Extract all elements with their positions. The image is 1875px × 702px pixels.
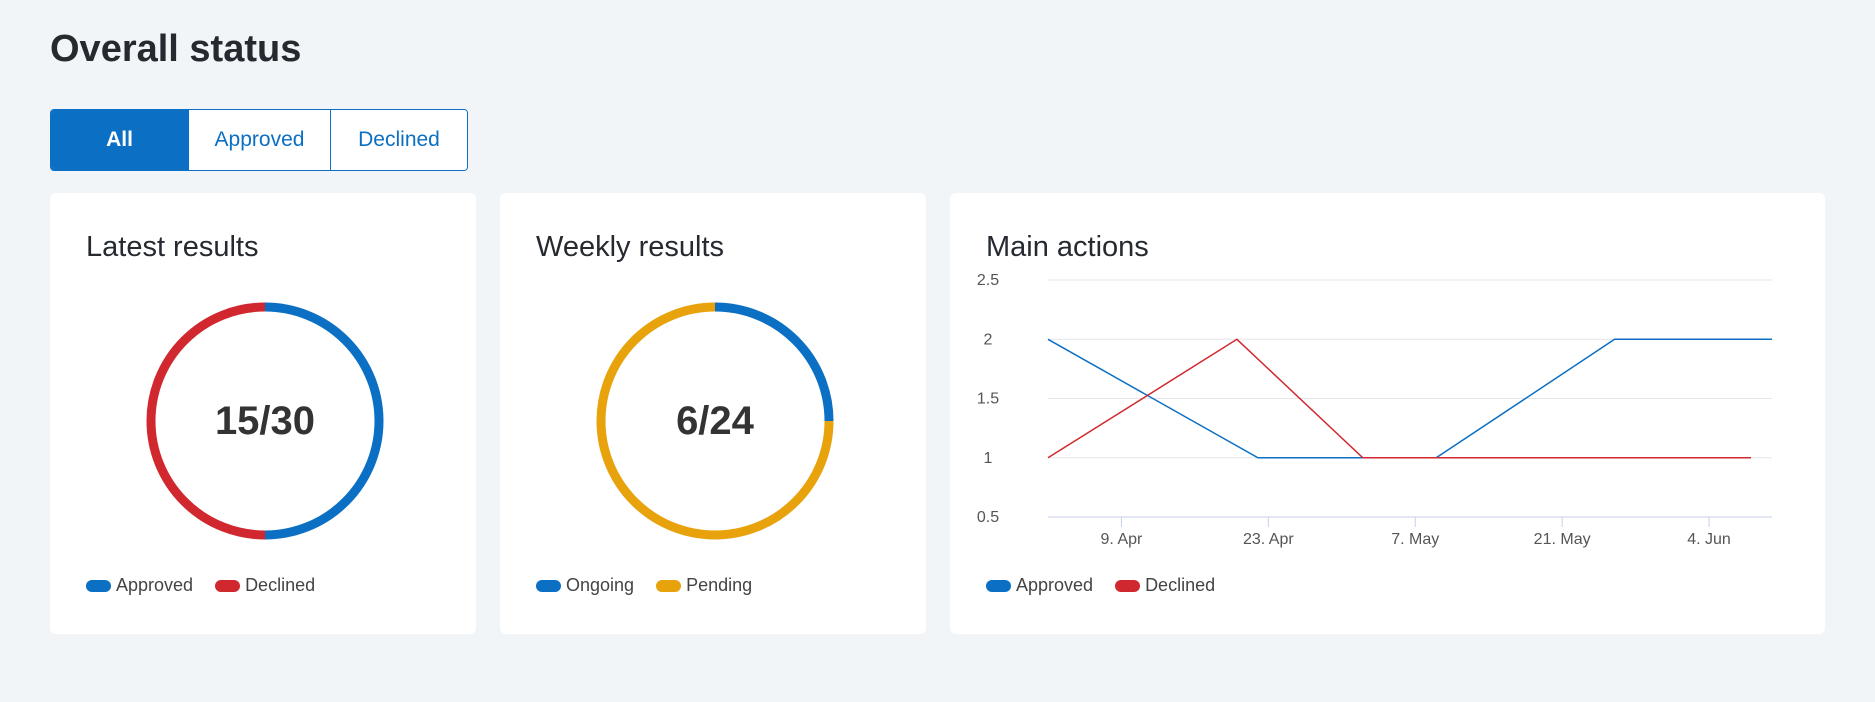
legend-swatch-declined [1115,579,1141,592]
y-tick-label: 1 [984,450,993,467]
legend-item-pending[interactable]: Pending [656,575,752,596]
donut-segment-approved[interactable] [264,302,384,540]
weekly-results-title: Weekly results [536,231,725,263]
legend-label: Approved [1016,575,1094,595]
legend-swatch-approved [86,579,111,592]
legend-item-approved[interactable]: Approved [86,575,193,596]
weekly-results-card: Weekly results 6/24 Ongoing Pending [500,193,926,634]
legend-item-declined[interactable]: Declined [215,575,315,596]
donut-segment-pending[interactable] [596,302,834,540]
legend-label: Approved [116,575,194,595]
legend-label: Pending [686,575,753,595]
x-tick-label: 23. Apr [1243,531,1294,548]
weekly-results-donut [596,302,834,540]
legend-swatch-pending [656,579,682,592]
legend-swatch-declined [215,579,241,592]
legend-label: Ongoing [566,575,635,595]
main-actions-title: Main actions [986,231,1149,263]
series-line-declined[interactable] [1047,338,1751,459]
donut-segment-declined[interactable] [146,302,266,540]
legend-swatch-ongoing [536,579,561,592]
y-tick-label: 2.5 [977,272,999,289]
filter-approved-button[interactable]: Approved [188,110,330,170]
page-title: Overall status [50,28,302,70]
filter-declined-button[interactable]: Declined [330,110,467,170]
x-tick-label: 21. May [1534,531,1591,548]
latest-results-legend: Approved Declined [86,575,337,596]
x-tick-label: 4. Jun [1687,531,1731,548]
latest-results-card: Latest results 15/30 Approved Declined [50,193,476,634]
legend-swatch-approved [986,579,1011,592]
status-filter-group: All Approved Declined [50,109,468,171]
main-actions-card: Main actions 0.5 1 1.5 2 2.5 9. Apr 23. Apr 7. … [950,193,1825,634]
weekly-results-value: 6/24 [676,398,754,443]
x-tick-label: 9. Apr [1101,531,1143,548]
latest-results-donut [146,302,384,540]
legend-item-approved[interactable]: Approved [986,575,1093,596]
legend-item-declined[interactable]: Declined [1115,575,1215,596]
main-actions-line-chart: 0.5 1 1.5 2 2.5 9. Apr 23. Apr 7. May 21. May 4. … [977,272,1772,548]
main-actions-legend: Approved Declined [986,575,1237,596]
y-tick-label: 0.5 [977,509,999,526]
legend-label: Declined [245,575,316,595]
filter-all-button[interactable]: All [51,110,188,170]
legend-label: Declined [1145,575,1216,595]
weekly-results-legend: Ongoing Pending [536,575,774,596]
legend-item-ongoing[interactable]: Ongoing [536,575,634,596]
latest-results-title: Latest results [86,231,259,263]
y-tick-label: 2 [984,331,993,348]
latest-results-value: 15/30 [214,398,316,443]
donut-segment-ongoing[interactable] [714,302,834,422]
x-tick-label: 7. May [1391,531,1439,548]
y-tick-label: 1.5 [977,391,999,408]
